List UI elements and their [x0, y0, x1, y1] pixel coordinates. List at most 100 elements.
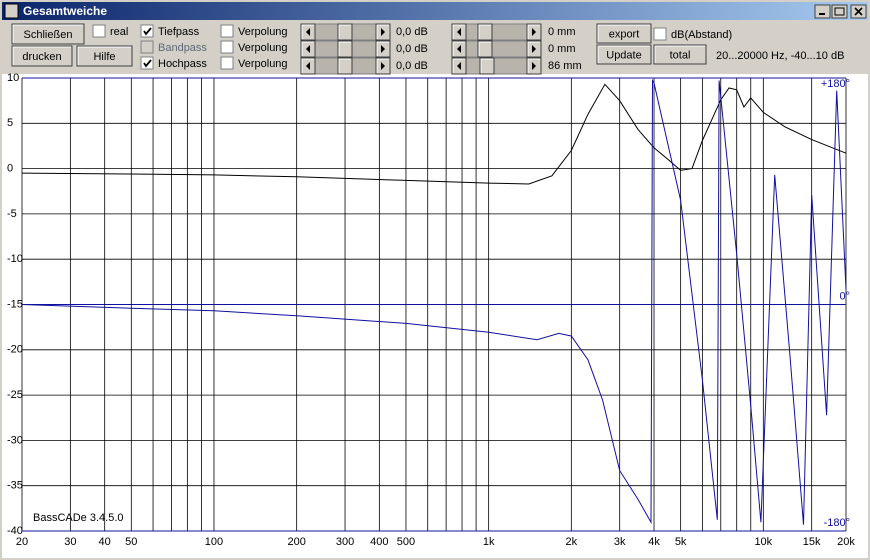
arrow-glyph: [306, 62, 310, 70]
button[interactable]: [653, 44, 707, 65]
window-controls[interactable]: [814, 4, 867, 19]
checkbox-label: Verpolung: [238, 58, 288, 70]
x-tick-label: 500: [397, 536, 415, 548]
button[interactable]: [11, 23, 85, 45]
arrow-glyph: [457, 62, 461, 70]
x-tick-label: 400: [370, 536, 388, 548]
checkbox[interactable]: [653, 27, 667, 41]
arrow-glyph: [532, 28, 536, 36]
bevel: [597, 24, 650, 42]
bevel: [527, 41, 540, 56]
arrow-glyph: [532, 62, 536, 70]
x-tick-label: 1k: [483, 536, 495, 548]
series-line: [21, 83, 847, 185]
bevel: [77, 46, 131, 65]
title-bar: [2, 2, 868, 20]
plot-background: [2, 74, 868, 558]
button[interactable]: [76, 45, 133, 67]
checkbox-label: Verpolung: [238, 42, 288, 54]
button-label: Hilfe: [93, 51, 115, 63]
offset-label: 0 mm: [548, 43, 576, 55]
maximize-button[interactable]: [831, 4, 848, 19]
y-tick-label: -40: [7, 525, 23, 537]
minimize-button[interactable]: [814, 4, 831, 19]
bevel: [12, 24, 83, 43]
x-tick-label: 30: [64, 536, 76, 548]
arrow-glyph: [381, 28, 385, 36]
button-label: Schließen: [24, 29, 73, 41]
toolbar: Schließen drucken Hilfe export Update total re…: [11, 23, 844, 75]
arrow-glyph: [306, 45, 310, 53]
scroll-thumb[interactable]: [337, 57, 353, 75]
checkbox-label: Bandpass: [158, 42, 207, 54]
button[interactable]: [596, 23, 652, 44]
scroll-thumb[interactable]: [337, 40, 353, 58]
checkbox[interactable]: [220, 40, 234, 54]
arrow-glyph: [457, 28, 461, 36]
checkbox[interactable]: [140, 56, 154, 70]
bevel: [338, 24, 351, 39]
scroll-thumb[interactable]: [477, 23, 493, 41]
x-tick-label: 20: [16, 536, 28, 548]
x-tick-label: 300: [336, 536, 354, 548]
arrow-glyph: [306, 28, 310, 36]
x-tick-label: 100: [205, 536, 223, 548]
scroll-thumb[interactable]: [479, 57, 495, 75]
bevel: [478, 41, 491, 56]
button-label: drucken: [22, 51, 61, 63]
button[interactable]: [596, 44, 652, 65]
gain-label: 0,0 dB: [396, 43, 428, 55]
check-mark: [143, 27, 152, 36]
y-tick-label: -15: [7, 298, 23, 310]
checkbox-label: Verpolung: [238, 26, 288, 38]
x-tick-label: 200: [287, 536, 305, 548]
x-tick-label: 4k: [648, 536, 660, 548]
checkbox[interactable]: [220, 56, 234, 70]
offset-label: 0 mm: [548, 26, 576, 38]
y-tick-label: -25: [7, 389, 23, 401]
maximize-icon: [834, 7, 845, 16]
x-tick-label: 2k: [566, 536, 578, 548]
button-label: export: [609, 28, 640, 40]
bevel: [301, 58, 314, 73]
y-tick-label: -10: [7, 253, 23, 265]
bevel: [376, 41, 389, 56]
arrow-glyph: [381, 62, 385, 70]
checkbox-label: Tiefpass: [158, 26, 200, 38]
scroll-thumb[interactable]: [477, 40, 493, 58]
checkbox-label: real: [110, 26, 128, 38]
button[interactable]: [11, 45, 73, 67]
y-tick-label: -30: [7, 434, 23, 446]
bevel: [480, 58, 493, 73]
checkbox[interactable]: [140, 24, 154, 38]
bevel: [338, 58, 351, 73]
bevel: [527, 24, 540, 39]
y2-tick-label: 0°: [839, 290, 850, 302]
y2-tick-label: +180°: [821, 78, 850, 90]
x-tick-label: 20k: [837, 536, 855, 548]
checkbox[interactable]: [220, 24, 234, 38]
bevel: [338, 41, 351, 56]
gain-label: 0,0 dB: [396, 60, 428, 72]
y-tick-label: 10: [7, 72, 19, 84]
checkbox-label: dB(Abstand): [671, 29, 732, 41]
bevel: [527, 58, 540, 73]
bevel: [452, 41, 465, 56]
y-tick-label: -20: [7, 344, 23, 356]
scroll-thumb[interactable]: [337, 23, 353, 41]
x-tick-label: 10k: [754, 536, 772, 548]
y-tick-label: 0: [7, 163, 13, 175]
x-tick-label: 15k: [803, 536, 821, 548]
y-tick-label: -5: [7, 208, 17, 220]
bevel: [452, 58, 465, 73]
bevel: [654, 45, 705, 63]
checkbox[interactable]: [92, 24, 106, 38]
checkbox: [140, 40, 154, 54]
range-info: 20...20000 Hz, -40...10 dB: [716, 50, 844, 62]
button-label: total: [670, 49, 691, 61]
y-tick-label: 5: [7, 117, 13, 129]
button-label: Update: [606, 49, 641, 61]
